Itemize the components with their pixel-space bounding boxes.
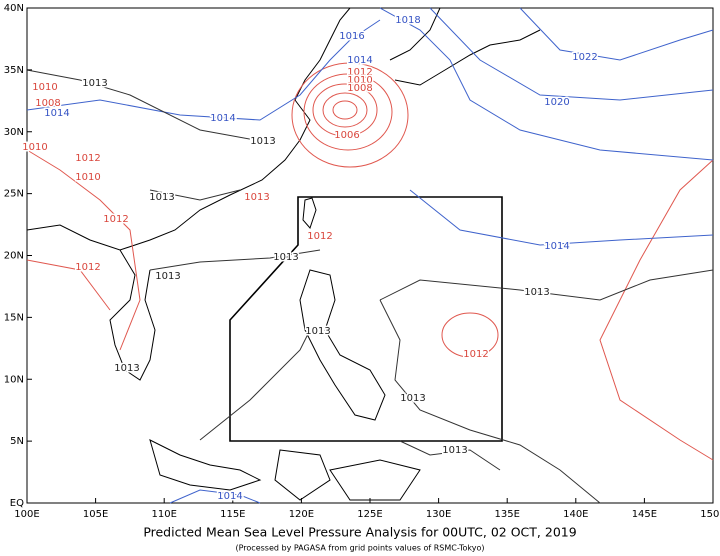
lat-label: 5N: [10, 436, 24, 447]
contour-label: 1013: [524, 287, 549, 298]
contour-label: 1010: [347, 75, 372, 86]
lon-label: 115E: [220, 509, 245, 520]
isobar: [332, 100, 358, 120]
contour-label: 1012: [347, 67, 372, 78]
lat-label: 35N: [4, 65, 24, 76]
contour-label: 1020: [544, 97, 569, 108]
isobars: [26, 7, 714, 504]
contour-label: 1014: [44, 108, 69, 119]
japan-korea: [389, 7, 541, 86]
isobar: [26, 69, 256, 201]
lon-label: 145E: [632, 509, 657, 520]
lon-label: 150E: [700, 509, 720, 520]
contour-label: 1013: [305, 326, 330, 337]
isobar: [26, 19, 381, 121]
contour-label: 1018: [395, 15, 420, 26]
isobar: [599, 159, 714, 461]
lon-label: 125E: [357, 509, 382, 520]
contour-label: 1010: [22, 142, 47, 153]
lat-label: 20N: [4, 251, 24, 262]
contour-label: 1012: [103, 214, 128, 225]
lon-label: 135E: [494, 509, 519, 520]
lon-label: 100E: [14, 509, 39, 520]
isobar: [519, 7, 714, 61]
contour-label: 1016: [339, 31, 364, 42]
lat-label: 10N: [4, 374, 24, 385]
lat-label: 40N: [4, 3, 24, 14]
contour-label: 1010: [75, 172, 100, 183]
isobar: [379, 7, 714, 161]
lat-label: 30N: [4, 127, 24, 138]
lon-label: 140E: [563, 509, 588, 520]
isobar: [199, 299, 601, 504]
contour-label: 1008: [347, 83, 372, 94]
lon-label: 120E: [289, 509, 314, 520]
contour-label: 1012: [75, 153, 100, 164]
contour-label: 1014: [217, 491, 242, 502]
isobar: [291, 62, 409, 168]
lat-label: 15N: [4, 312, 24, 323]
contour-label: 1010: [32, 82, 57, 93]
contour-label: 1013: [114, 363, 139, 374]
lat-label: 25N: [4, 189, 24, 200]
map-title: Predicted Mean Sea Level Pressure Analys…: [143, 525, 576, 540]
indochina-coast: [109, 249, 156, 381]
contour-label: 1012: [307, 231, 332, 242]
responsibility-area: [229, 196, 503, 442]
lat-label: EQ: [10, 498, 24, 509]
contour-label: 1013: [244, 192, 269, 203]
contour-label: 1013: [273, 252, 298, 263]
isobar: [312, 83, 378, 137]
contour-label: 1014: [347, 55, 372, 66]
contour-label: 1022: [572, 52, 597, 63]
map-subtitle: (Processed by PAGASA from grid points va…: [235, 544, 484, 553]
contour-label: 1012: [463, 349, 488, 360]
coastlines: [26, 7, 541, 501]
borneo-islands: [149, 439, 421, 501]
contour-label: 1013: [82, 78, 107, 89]
isobar: [322, 92, 368, 128]
lon-label: 105E: [83, 509, 108, 520]
isobar: [26, 149, 141, 351]
contour-label: 1013: [442, 445, 467, 456]
contour-label: 1014: [544, 241, 569, 252]
contour-label: 1006: [334, 130, 359, 141]
lon-label: 110E: [151, 509, 176, 520]
contour-label: 1013: [149, 192, 174, 203]
isobar: [169, 489, 261, 504]
isobar: [399, 440, 501, 471]
isobar: [303, 73, 393, 151]
contour-label: 1008: [35, 98, 60, 109]
map-frame: [26, 7, 714, 504]
contour-label: 1013: [400, 393, 425, 404]
isobar: [429, 7, 714, 101]
contour-label: 1013: [155, 271, 180, 282]
isobar: [149, 249, 714, 301]
isobar: [409, 189, 714, 246]
lon-label: 130E: [426, 509, 451, 520]
china-coast: [26, 7, 351, 251]
contour-label: 1012: [75, 262, 100, 273]
taiwan: [302, 197, 317, 229]
contour-label: 1013: [250, 136, 275, 147]
contour-label: 1014: [210, 113, 235, 124]
isobar: [441, 312, 499, 358]
